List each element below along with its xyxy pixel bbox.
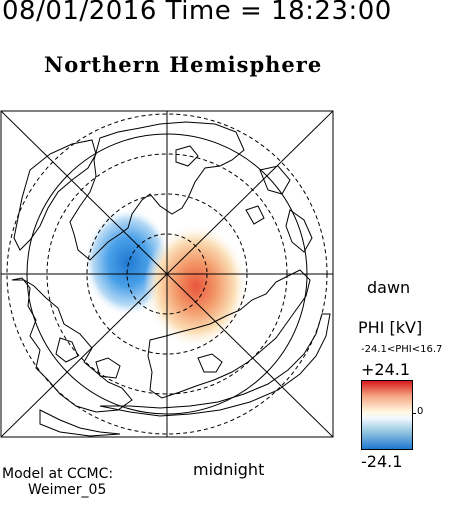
header-title: 08/01/2016 Time = 18:23:00 bbox=[2, 0, 392, 26]
dawn-label: dawn bbox=[367, 278, 411, 297]
legend-zero-label: 0 bbox=[417, 406, 424, 417]
polar-map-plot bbox=[0, 110, 334, 438]
legend-min-label: -24.1 bbox=[361, 452, 403, 471]
credit-line-2: Weimer_05 bbox=[28, 482, 107, 498]
plot-frame bbox=[0, 110, 334, 438]
legend-title: PHI [kV] bbox=[358, 318, 423, 337]
credit-line-1: Model at CCMC: bbox=[2, 466, 114, 482]
coastlines bbox=[11, 121, 331, 437]
legend-colorbar bbox=[361, 380, 413, 450]
meridian-lines bbox=[1, 111, 333, 437]
legend-max-label: +24.1 bbox=[361, 360, 411, 379]
positive-potential-cell bbox=[144, 224, 248, 348]
legend-zero-tick bbox=[412, 413, 416, 414]
map-title: Northern Hemisphere bbox=[44, 52, 323, 77]
midnight-label: midnight bbox=[193, 460, 265, 479]
legend-range: -24.1<PHI<16.7 bbox=[361, 344, 443, 355]
